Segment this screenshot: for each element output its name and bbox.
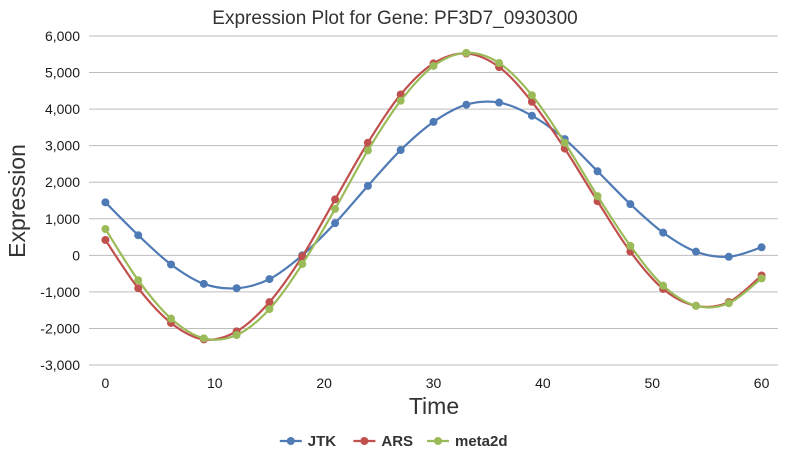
data-point-jtk	[134, 231, 143, 240]
y-tick-labels: -3,000 -2,000 -1,000 0 1,000 2,000 3,000 4,000 5…	[40, 28, 80, 373]
y-tick-label: -1,000	[40, 284, 80, 300]
data-point-meta2d	[560, 138, 569, 147]
data-point-ars	[331, 195, 340, 204]
x-tick-label: 50	[644, 375, 660, 391]
series-meta2d	[101, 48, 766, 343]
y-tick-label: 3,000	[45, 138, 80, 154]
data-point-ars	[527, 97, 536, 106]
data-point-meta2d	[724, 299, 733, 308]
x-tick-label: 60	[754, 375, 770, 391]
data-point-ars	[363, 138, 372, 147]
x-tick-label: 40	[535, 375, 551, 391]
data-point-jtk	[363, 181, 372, 190]
chart-title: Expression Plot for Gene: PF3D7_0930300	[212, 8, 577, 29]
data-point-jtk	[462, 100, 471, 109]
data-point-meta2d	[298, 260, 307, 269]
x-tick-label: 10	[207, 375, 223, 391]
data-point-jtk	[396, 146, 405, 155]
data-point-jtk	[167, 260, 176, 269]
data-point-meta2d	[593, 192, 602, 201]
data-point-jtk	[495, 98, 504, 107]
legend-swatch-marker	[434, 437, 442, 445]
data-point-meta2d	[396, 96, 405, 105]
data-point-jtk	[527, 111, 536, 120]
data-point-meta2d	[495, 59, 504, 68]
data-point-jtk	[265, 275, 274, 284]
data-point-jtk	[659, 228, 668, 237]
y-axis-label: Expression	[4, 144, 30, 258]
data-point-jtk	[724, 252, 733, 261]
x-tick-labels: 0 10 20 30 40 50 60	[102, 375, 770, 391]
legend-swatch-marker	[360, 437, 369, 445]
series-line-ars	[104, 52, 763, 341]
data-point-meta2d	[199, 334, 208, 343]
series-line-jtk	[104, 100, 762, 290]
gridlines	[89, 35, 778, 366]
y-tick-label: 0	[72, 247, 80, 263]
legend-item-meta2d[interactable]: meta2d	[427, 433, 508, 450]
data-point-meta2d	[691, 301, 700, 310]
data-point-meta2d	[134, 276, 143, 285]
x-tick-label: 30	[426, 375, 442, 391]
y-tick-label: 2,000	[45, 174, 80, 190]
data-point-meta2d	[331, 204, 340, 213]
data-point-meta2d	[659, 281, 668, 290]
data-point-ars	[101, 235, 110, 244]
y-tick-label: 5,000	[45, 65, 80, 81]
data-point-ars	[298, 252, 307, 261]
x-tick-label: 20	[316, 375, 332, 391]
legend-item-jtk[interactable]: JTK	[279, 433, 337, 450]
legend: JTK ARS meta2d	[279, 433, 508, 450]
series-jtk	[101, 98, 766, 293]
y-tick-label: 1,000	[45, 211, 80, 227]
series-ars	[101, 49, 766, 344]
y-tick-label: 6,000	[45, 28, 80, 44]
data-point-meta2d	[363, 146, 372, 155]
data-point-jtk	[429, 117, 438, 126]
x-tick-label: 0	[102, 375, 110, 391]
series-line-meta2d	[104, 51, 763, 341]
y-tick-label: -2,000	[40, 320, 80, 336]
data-point-ars	[265, 298, 274, 307]
data-point-meta2d	[167, 314, 176, 323]
data-point-meta2d	[626, 241, 635, 250]
legend-label: JTK	[308, 433, 337, 450]
data-point-jtk	[626, 200, 635, 209]
y-tick-label: 4,000	[45, 101, 80, 117]
data-point-jtk	[232, 284, 241, 293]
data-point-meta2d	[462, 48, 471, 57]
legend-swatch-marker	[286, 437, 295, 445]
data-point-jtk	[691, 247, 700, 256]
data-point-meta2d	[757, 274, 766, 283]
data-point-meta2d	[232, 331, 241, 340]
series-lines	[101, 48, 766, 344]
data-point-meta2d	[527, 91, 536, 100]
legend-label: meta2d	[455, 433, 508, 450]
data-point-meta2d	[429, 61, 438, 70]
data-point-jtk	[199, 279, 208, 288]
data-point-jtk	[101, 198, 110, 207]
y-tick-label: -3,000	[40, 357, 80, 373]
x-axis-label: Time	[409, 393, 459, 419]
legend-item-ars[interactable]: ARS	[353, 433, 413, 450]
legend-label: ARS	[381, 433, 413, 450]
data-point-jtk	[331, 219, 340, 228]
data-point-jtk	[757, 243, 766, 252]
data-point-ars	[134, 284, 143, 293]
data-point-meta2d	[265, 305, 274, 314]
data-point-meta2d	[101, 225, 110, 234]
data-point-jtk	[593, 167, 602, 176]
